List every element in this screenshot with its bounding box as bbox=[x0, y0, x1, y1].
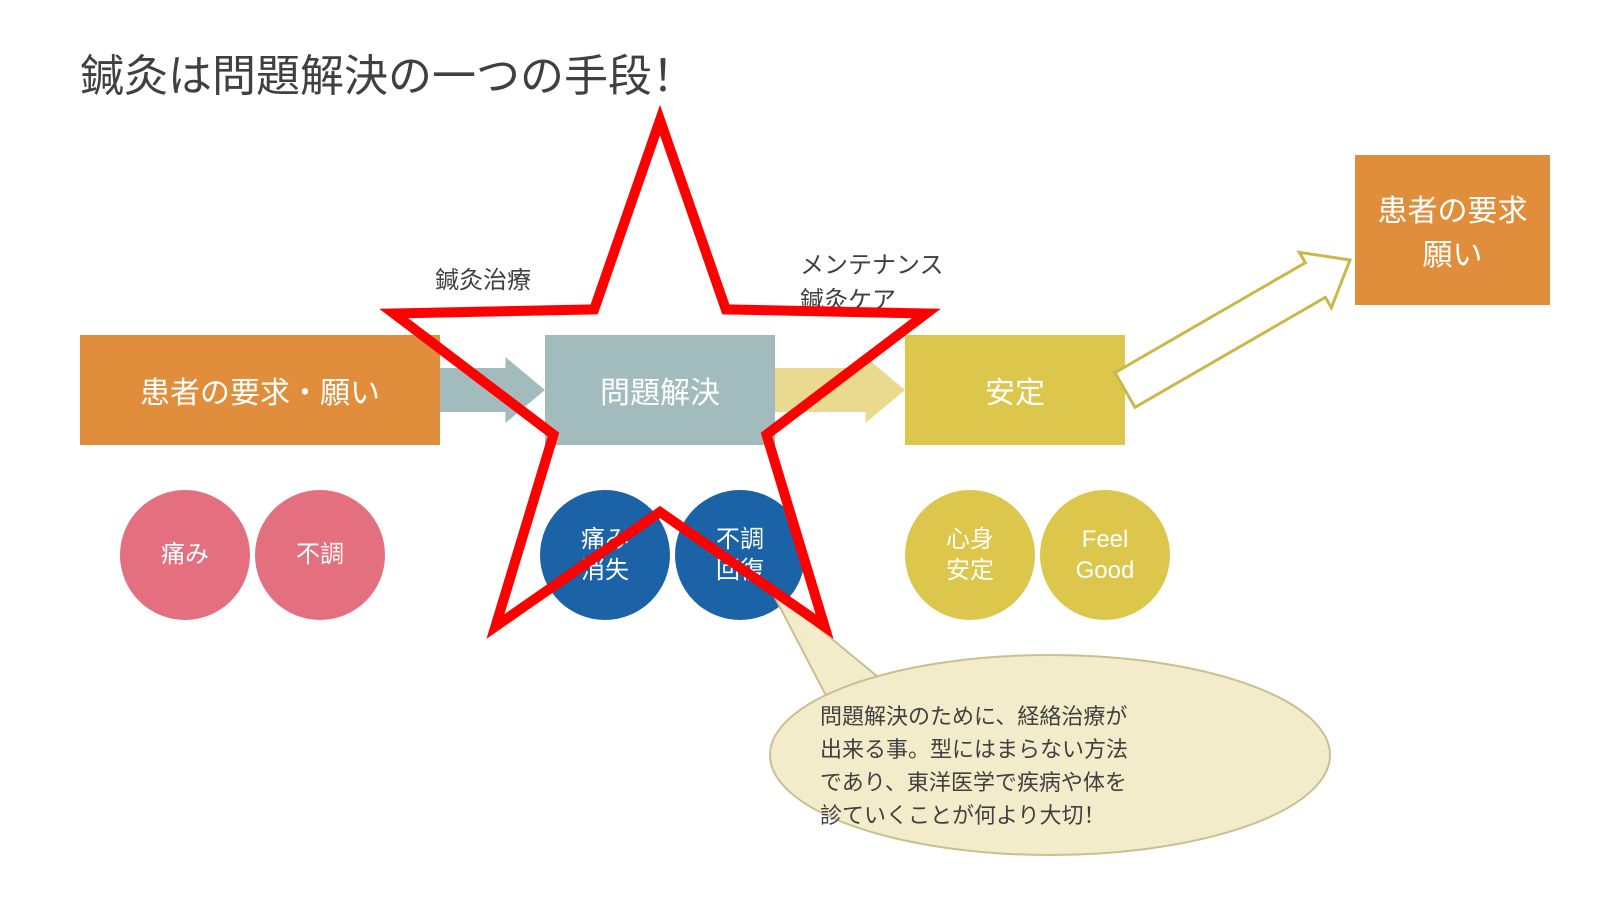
diagram-svg bbox=[0, 0, 1600, 900]
circle-mind-body: 心身安定 bbox=[905, 490, 1035, 620]
page-title: 鍼灸は問題解決の一つの手段！ bbox=[80, 40, 696, 104]
callout-text: 問題解決のために、経絡治療が出来る事。型にはまらない方法であり、東洋医学で疾病や… bbox=[820, 700, 1128, 832]
circle-recover: 不調回復 bbox=[675, 490, 805, 620]
box-problem-solve: 問題解決 bbox=[545, 335, 775, 445]
box-stable: 安定 bbox=[905, 335, 1125, 445]
circle-feel-good: FeelGood bbox=[1040, 490, 1170, 620]
label-treatment: 鍼灸治療 bbox=[435, 260, 531, 295]
circle-pain: 痛み bbox=[120, 490, 250, 620]
box-patient-goal: 患者の要求願い bbox=[1355, 155, 1550, 305]
circle-pain-gone: 痛み消失 bbox=[540, 490, 670, 620]
circle-disorder: 不調 bbox=[255, 490, 385, 620]
label-maintenance: メンテナンス鍼灸ケア bbox=[800, 245, 944, 315]
arrow-goal-icon bbox=[1115, 252, 1350, 407]
arrow-treatment-icon bbox=[440, 357, 545, 423]
box-patient-request: 患者の要求・願い bbox=[80, 335, 440, 445]
arrow-maintenance-icon bbox=[775, 357, 905, 423]
